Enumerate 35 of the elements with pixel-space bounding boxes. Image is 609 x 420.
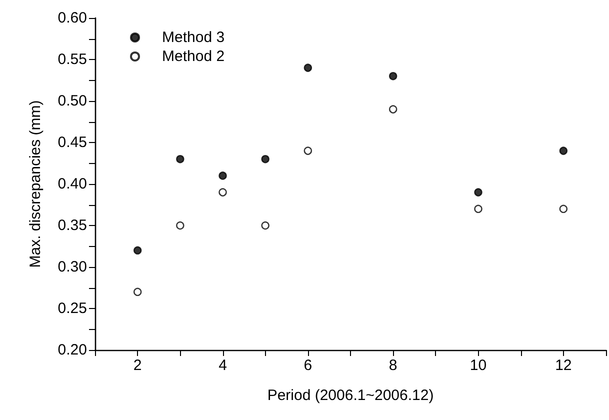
x-tick-label: 6 (304, 357, 312, 374)
point (304, 146, 312, 155)
x-tick-label: 8 (388, 357, 398, 374)
point (218, 172, 227, 180)
x-tick-label: 4 (218, 357, 227, 374)
y-tick-label: 0.50 (58, 92, 87, 110)
legend-label: Method 3 (162, 29, 225, 46)
point (261, 221, 270, 230)
point (304, 64, 312, 72)
x-tick-label: 2 (133, 357, 142, 374)
x-tick-label: 12 (555, 357, 572, 374)
point (176, 221, 184, 230)
y-axis-title: Max. discrepancies (mm) (27, 100, 44, 268)
point (559, 146, 568, 155)
point (218, 188, 227, 196)
point (261, 155, 270, 164)
y-tick-label: 0.25 (58, 300, 87, 317)
y-tick-label: 0.60 (58, 10, 87, 26)
legend-label: Method 2 (162, 48, 225, 65)
y-tick-label: 0.45 (58, 134, 87, 151)
point (474, 204, 482, 213)
y-tick-label: 0.55 (58, 51, 87, 68)
point (559, 204, 568, 213)
y-tick-label: 0.30 (58, 258, 87, 276)
point (133, 288, 142, 296)
y-tick-label: 0.40 (58, 176, 87, 192)
x-tick-label: 10 (470, 357, 487, 374)
y-tick-label: 0.35 (58, 217, 87, 234)
point (474, 188, 482, 196)
x-axis-title: Period (2006.1~2006.12) (267, 387, 434, 404)
y-tick-label: 0.20 (58, 342, 87, 358)
point (388, 72, 398, 80)
point (388, 105, 398, 114)
point (133, 246, 142, 254)
point (176, 155, 184, 164)
